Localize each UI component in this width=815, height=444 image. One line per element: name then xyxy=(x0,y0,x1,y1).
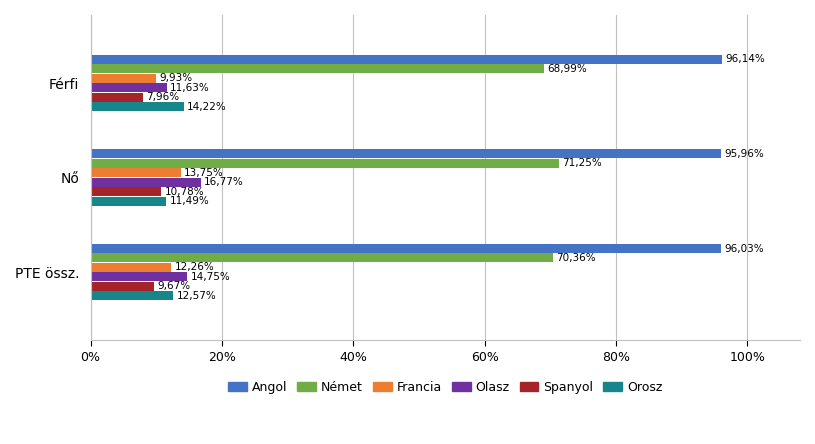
Text: 12,57%: 12,57% xyxy=(177,291,216,301)
Bar xyxy=(90,273,187,281)
Bar xyxy=(90,178,200,187)
Bar xyxy=(90,74,156,83)
Text: 11,49%: 11,49% xyxy=(170,196,209,206)
Text: 12,26%: 12,26% xyxy=(174,262,214,273)
Text: 95,96%: 95,96% xyxy=(725,149,764,159)
Text: 7,96%: 7,96% xyxy=(146,92,179,102)
Bar xyxy=(90,64,544,73)
Text: 70,36%: 70,36% xyxy=(556,253,596,263)
Text: 14,75%: 14,75% xyxy=(191,272,231,282)
Text: 16,77%: 16,77% xyxy=(204,177,244,187)
Bar xyxy=(90,244,721,253)
Text: 71,25%: 71,25% xyxy=(562,159,601,168)
Text: 10,78%: 10,78% xyxy=(165,187,205,197)
Bar xyxy=(90,168,181,178)
Bar xyxy=(90,291,173,300)
Text: 9,93%: 9,93% xyxy=(159,73,192,83)
Text: 96,03%: 96,03% xyxy=(725,243,764,254)
Bar xyxy=(90,83,167,92)
Bar xyxy=(90,102,184,111)
Bar xyxy=(90,254,553,262)
Bar xyxy=(90,263,171,272)
Bar xyxy=(90,187,161,196)
Bar xyxy=(90,55,722,64)
Bar xyxy=(90,159,558,168)
Text: 11,63%: 11,63% xyxy=(170,83,210,93)
Legend: Angol, Német, Francia, Olasz, Spanyol, Orosz: Angol, Német, Francia, Olasz, Spanyol, O… xyxy=(223,376,667,399)
Bar xyxy=(90,93,143,102)
Bar xyxy=(90,282,154,291)
Bar xyxy=(90,197,166,206)
Bar xyxy=(90,150,721,159)
Text: 14,22%: 14,22% xyxy=(187,102,227,112)
Text: 13,75%: 13,75% xyxy=(184,168,224,178)
Text: 68,99%: 68,99% xyxy=(547,64,587,74)
Text: 9,67%: 9,67% xyxy=(157,281,191,291)
Text: 96,14%: 96,14% xyxy=(725,55,765,64)
